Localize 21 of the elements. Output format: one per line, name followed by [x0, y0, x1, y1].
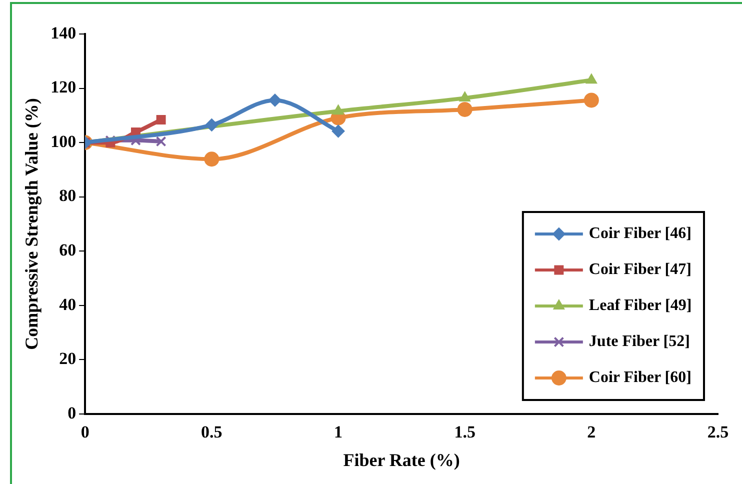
legend-label: Coir Fiber [46]: [588, 225, 692, 242]
x-tick-label: 2: [587, 422, 596, 442]
y-tick-label: 140: [50, 23, 76, 42]
y-tick-label: 120: [50, 78, 76, 97]
y-tick-label: 60: [59, 240, 76, 260]
x-tick-label: 1: [334, 422, 343, 442]
x-tick-label: 0: [80, 422, 90, 442]
x-tick-label: 1.5: [454, 422, 476, 442]
y-tick-label: 20: [59, 349, 76, 368]
legend-label: Coir Fiber [60]: [588, 369, 692, 386]
legend-label: Jute Fiber [52]: [588, 333, 690, 350]
x-tick-label: 0.5: [201, 422, 222, 442]
x-axis-title: Fiber Rate (%): [343, 450, 460, 470]
legend-label: Coir Fiber [47]: [588, 261, 692, 278]
x-tick-label: 2.5: [707, 422, 729, 442]
y-tick-label: 0: [68, 403, 76, 422]
legend-label: Leaf Fiber [49]: [588, 297, 692, 314]
y-tick-label: 80: [59, 186, 76, 206]
y-tick-label: 40: [59, 294, 76, 314]
y-axis-title: Compressive Strength Value (%): [21, 98, 42, 350]
y-tick-label: 100: [50, 132, 76, 151]
